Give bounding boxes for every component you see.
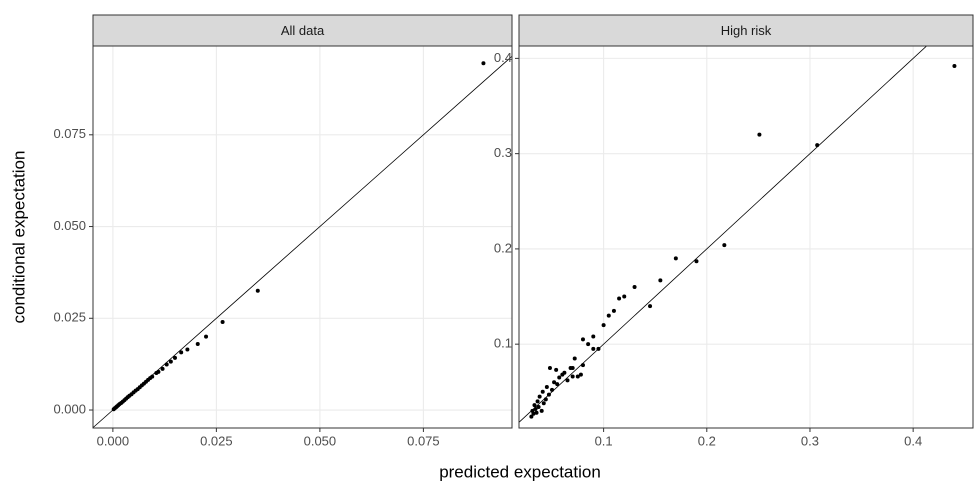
point [591, 346, 596, 351]
x-tick-label: 0.1 [595, 433, 613, 448]
point [586, 342, 591, 347]
strip-title: High risk [721, 23, 772, 38]
x-tick-label: 0.4 [904, 433, 922, 448]
strip [92, 14, 513, 47]
point [591, 334, 596, 339]
point [606, 313, 611, 318]
y-tick-label: 0.000 [53, 401, 86, 416]
point [532, 403, 537, 408]
point [622, 294, 627, 299]
x-tick-label: 0.025 [200, 433, 233, 448]
point [658, 278, 663, 283]
x-axis-label: predicted expectation [439, 462, 601, 481]
point [544, 385, 549, 390]
point [550, 387, 555, 392]
point [648, 304, 653, 309]
point [562, 370, 567, 375]
reference-line [519, 46, 928, 423]
point [575, 374, 580, 379]
reference-line [93, 55, 512, 428]
point [156, 369, 161, 374]
point [673, 256, 678, 261]
point [220, 319, 225, 324]
panel-background [93, 46, 512, 428]
y-tick-label: 0.3 [494, 145, 512, 160]
point [185, 347, 190, 352]
y-tick-label: 0.1 [494, 336, 512, 351]
panel-background [519, 46, 973, 428]
point [195, 341, 200, 346]
point [540, 389, 545, 394]
point [578, 372, 583, 377]
point [554, 367, 559, 372]
point [164, 362, 169, 367]
point [255, 288, 260, 293]
point [580, 363, 585, 368]
point [534, 410, 539, 415]
point [617, 296, 622, 301]
point [546, 392, 551, 397]
x-tick-label: 0.3 [801, 433, 819, 448]
point [572, 356, 577, 361]
point [694, 259, 699, 264]
point [580, 337, 585, 342]
point [952, 64, 957, 69]
x-tick-label: 0.075 [407, 433, 440, 448]
y-tick-label: 0.2 [494, 240, 512, 255]
point [535, 399, 540, 404]
point [557, 375, 562, 380]
point [596, 346, 601, 351]
point [570, 374, 575, 379]
y-axis-label: conditional expectation [9, 151, 28, 324]
point [531, 411, 536, 416]
strip-title: All data [281, 23, 325, 38]
point [541, 401, 546, 406]
x-tick-label: 0.000 [97, 433, 130, 448]
point [547, 365, 552, 370]
y-tick-label: 0.4 [494, 50, 512, 65]
point [555, 382, 560, 387]
point [204, 334, 209, 339]
point [481, 61, 486, 66]
point [565, 378, 570, 383]
y-tick-label: 0.025 [53, 310, 86, 325]
point [543, 397, 548, 402]
point [757, 132, 762, 137]
y-tick-label: 0.075 [53, 126, 86, 141]
point [552, 380, 557, 385]
point [570, 365, 575, 370]
point [179, 350, 184, 355]
x-tick-label: 0.050 [304, 433, 337, 448]
point [611, 308, 616, 313]
point [601, 323, 606, 328]
point [533, 406, 538, 411]
point [172, 355, 177, 360]
y-tick-label: 0.050 [53, 218, 86, 233]
strip [518, 14, 974, 47]
point [815, 143, 820, 148]
point [536, 405, 541, 410]
x-tick-label: 0.2 [698, 433, 716, 448]
point [168, 359, 173, 364]
point [632, 285, 637, 290]
point [160, 366, 165, 371]
point [539, 408, 544, 413]
point [529, 414, 534, 419]
point [537, 394, 542, 399]
point [150, 374, 155, 379]
point [722, 243, 727, 248]
